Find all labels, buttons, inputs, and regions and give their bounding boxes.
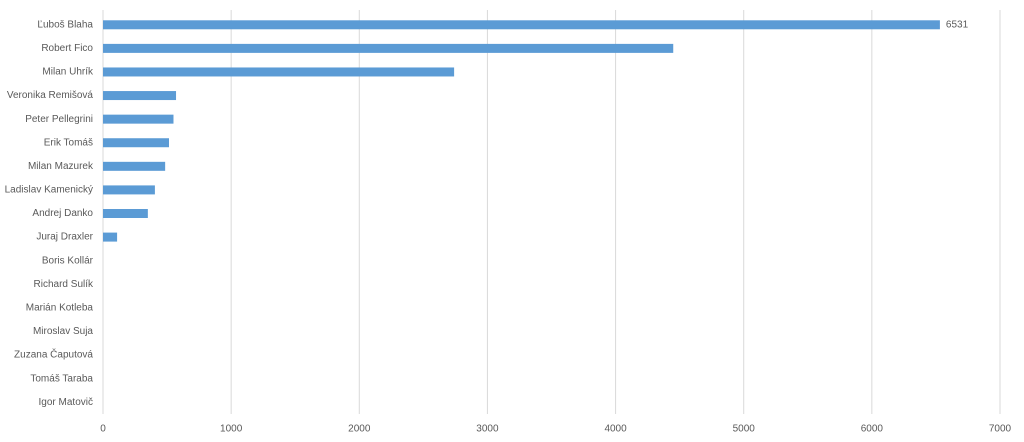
y-tick-label: Peter Pellegrini [25, 114, 93, 125]
x-tick-label: 0 [100, 424, 106, 435]
y-tick-label: Milan Uhrík [42, 67, 94, 78]
bar [103, 138, 169, 148]
bar [103, 185, 155, 195]
x-tick-label: 3000 [476, 424, 499, 435]
bar [103, 91, 177, 101]
y-tick-label: Veronika Remišová [7, 90, 94, 101]
bar [103, 161, 166, 171]
y-tick-label: Milan Mazurek [28, 161, 94, 172]
x-tick-label: 7000 [989, 424, 1012, 435]
x-tick-label: 4000 [604, 424, 627, 435]
y-tick-label: Robert Fico [41, 43, 93, 54]
y-tick-label: Ľuboš Blaha [37, 19, 93, 30]
y-tick-label: Miroslav Suja [33, 326, 93, 337]
bar [103, 20, 940, 30]
bar [103, 232, 118, 242]
x-tick-label: 5000 [733, 424, 756, 435]
data-label: 6531 [946, 19, 969, 30]
y-tick-label: Erik Tomáš [44, 137, 93, 148]
bar [103, 209, 148, 218]
y-tick-label: Richard Sulík [34, 279, 94, 290]
x-tick-label: 1000 [220, 424, 243, 435]
y-tick-label: Boris Kollár [42, 255, 94, 266]
y-tick-label: Tomáš Taraba [30, 373, 93, 384]
y-tick-label: Andrej Danko [32, 208, 93, 219]
bar [103, 43, 674, 53]
y-tick-label: Juraj Draxler [36, 232, 93, 243]
x-tick-label: 2000 [348, 424, 371, 435]
y-tick-label: Ladislav Kamenický [5, 185, 93, 196]
x-tick-label: 6000 [861, 424, 884, 435]
bar [103, 114, 174, 124]
y-tick-label: Zuzana Čaputová [14, 348, 93, 361]
bar [103, 67, 455, 77]
y-tick-label: Marián Kotleba [26, 302, 94, 313]
y-tick-label: Igor Matovič [39, 397, 93, 408]
